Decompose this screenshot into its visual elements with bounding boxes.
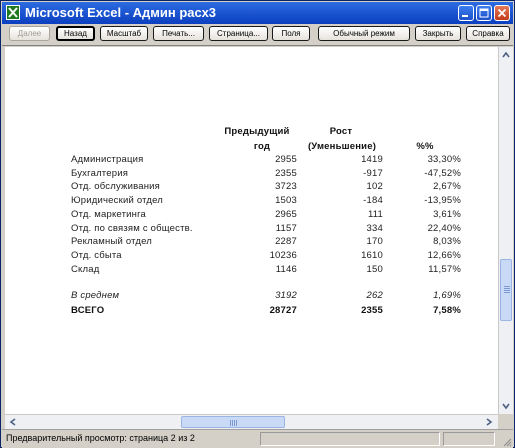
header-percent: %%	[416, 141, 434, 152]
status-panel	[260, 432, 440, 446]
table-row-growth: 170	[366, 236, 383, 248]
table-row-prev: 2965	[275, 208, 297, 220]
table-row-growth: -917	[363, 167, 383, 179]
table-row-growth: 150	[366, 263, 383, 275]
table-row-growth: 1610	[361, 249, 383, 261]
table-row-pct: 12,66%	[427, 249, 461, 261]
vertical-scrollbar[interactable]	[498, 47, 513, 414]
table-row-pct: 8,03%	[433, 236, 461, 248]
help-button[interactable]: Справка	[466, 26, 510, 41]
table-row-name: Склад	[71, 263, 100, 275]
close-preview-button[interactable]: Закрыть	[415, 26, 461, 41]
table-row-name: Отд. обслуживания	[71, 181, 160, 193]
vertical-scroll-thumb[interactable]	[500, 259, 512, 321]
maximize-icon	[479, 8, 489, 18]
table-row-prev: 2955	[275, 154, 297, 165]
table-row-pct: 2,67%	[433, 181, 461, 193]
total-row-growth: 2355	[361, 305, 383, 316]
scroll-right-icon[interactable]	[483, 416, 495, 428]
table-row-name: Отд. по связям с обществ.	[71, 222, 193, 234]
table-row-pct: -47,52%	[424, 167, 461, 179]
total-row-name: ВСЕГО	[71, 305, 105, 316]
window-title: Microsoft Excel - Админ расх3	[25, 5, 217, 20]
table-row-growth: 111	[367, 208, 383, 220]
excel-icon[interactable]	[6, 5, 20, 20]
minimize-button[interactable]	[458, 5, 474, 21]
status-bar: Предварительный просмотр: страница 2 из …	[2, 429, 513, 448]
previous-page-button[interactable]: Назад	[56, 26, 95, 41]
minimize-icon	[462, 15, 468, 17]
table-row-growth: -184	[363, 195, 383, 207]
average-row-prev: 3192	[275, 290, 297, 301]
table-row-prev: 1157	[275, 222, 297, 234]
total-row-pct: 7,58%	[433, 305, 461, 316]
scroll-down-icon[interactable]	[500, 400, 512, 412]
table-row-prev: 10236	[269, 249, 297, 261]
horizontal-scrollbar[interactable]	[5, 414, 498, 429]
status-panel	[443, 432, 495, 446]
normal-view-button[interactable]: Обычный режим	[318, 26, 410, 41]
header-growth: Рост	[329, 126, 353, 137]
close-window-button[interactable]	[494, 5, 510, 21]
zoom-button[interactable]: Масштаб	[100, 26, 148, 41]
report-table: Предыдущий год Рост (Уменьшение) %% Адми…	[5, 47, 498, 414]
table-row-name: Отд. маркетинга	[71, 208, 147, 220]
table-row-name: Бухгалтерия	[71, 167, 129, 179]
table-row-growth: 102	[366, 181, 383, 193]
status-text: Предварительный просмотр: страница 2 из …	[6, 433, 195, 443]
header-prev-year: Предыдущий	[224, 126, 290, 137]
table-row-name: Администрация	[71, 154, 144, 165]
header-prev-year-2: год	[253, 141, 271, 152]
average-row-growth: 262	[366, 290, 383, 301]
table-row-pct: 3,61%	[433, 208, 461, 220]
margins-button[interactable]: Поля	[272, 26, 310, 41]
preview-toolbar: Далее Назад Масштаб Печать... Страница..…	[2, 24, 513, 46]
next-page-button[interactable]: Далее	[9, 26, 50, 41]
preview-page[interactable]: Предыдущий год Рост (Уменьшение) %% Адми…	[5, 47, 498, 414]
table-row-prev: 3723	[275, 181, 297, 193]
scroll-left-icon[interactable]	[7, 416, 19, 428]
table-row-pct: 22,40%	[427, 222, 461, 234]
close-icon	[497, 8, 507, 18]
table-row-growth: 334	[366, 222, 383, 234]
table-row-name: Отд. сбыта	[71, 249, 122, 261]
table-row-name: Юридический отдел	[71, 195, 163, 207]
title-bar[interactable]: Microsoft Excel - Админ расх3	[2, 2, 513, 24]
table-row-prev: 2355	[275, 167, 297, 179]
total-row-prev: 28727	[269, 305, 297, 316]
table-row-pct: 33,30%	[427, 154, 461, 165]
page-setup-button[interactable]: Страница...	[209, 26, 268, 41]
horizontal-scroll-thumb[interactable]	[181, 416, 285, 428]
table-row-growth: 1419	[361, 154, 383, 165]
table-row-pct: -13,95%	[424, 195, 461, 207]
table-row-pct: 11,57%	[428, 263, 461, 275]
table-row-prev: 1503	[275, 195, 297, 207]
table-row-prev: 1146	[275, 263, 297, 275]
table-row-prev: 2287	[275, 236, 297, 248]
average-row-pct: 1,69%	[433, 290, 461, 301]
header-growth-2: (Уменьшение)	[307, 141, 377, 152]
print-button[interactable]: Печать...	[153, 26, 204, 41]
average-row-name: В среднем	[71, 290, 120, 301]
table-row-name: Рекламный отдел	[71, 236, 153, 248]
maximize-button[interactable]	[476, 5, 492, 21]
scroll-up-icon[interactable]	[500, 49, 512, 61]
resize-grip-icon[interactable]	[502, 437, 512, 447]
